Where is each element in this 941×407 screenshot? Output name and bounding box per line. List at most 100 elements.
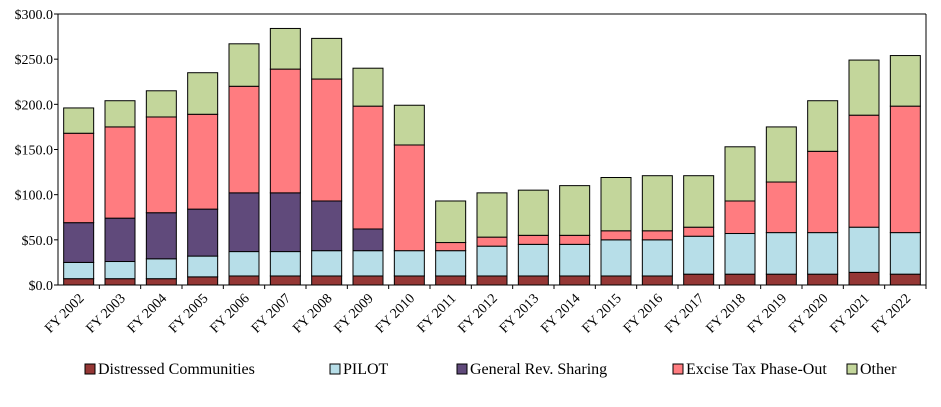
bar-segment	[476, 236, 508, 247]
x-tick-label: FY 2005	[166, 291, 211, 336]
x-tick-label: FY 2018	[704, 291, 749, 336]
legend-label: Distressed Communities	[98, 361, 255, 378]
bar-segment	[807, 150, 839, 234]
bar-segment	[683, 175, 715, 228]
bar-segment	[848, 271, 880, 286]
bar-segment	[683, 273, 715, 286]
bar-segment	[228, 275, 260, 286]
bar-segment	[724, 233, 756, 275]
bar-segment	[600, 275, 632, 286]
y-tick-label: $150.0	[15, 144, 54, 159]
x-tick-label: FY 2016	[621, 291, 666, 336]
x-tick-label: FY 2012	[456, 291, 501, 336]
bar-segment	[889, 55, 921, 107]
legend-swatch	[329, 363, 341, 375]
bar-segment	[104, 261, 136, 280]
y-tick-label: $0.0	[29, 279, 54, 294]
y-tick-label: $300.0	[15, 8, 54, 23]
bar-segment	[311, 275, 343, 286]
x-tick-label: FY 2013	[497, 291, 542, 336]
bar-segment	[476, 275, 508, 286]
x-tick-label: FY 2019	[745, 291, 790, 336]
legend-label: General Rev. Sharing	[470, 361, 607, 378]
y-tick-label: $50.0	[22, 234, 54, 249]
x-tick-label: FY 2009	[332, 291, 377, 336]
bar-segment	[724, 200, 756, 235]
bar-segment	[517, 243, 549, 277]
bar-segment	[807, 232, 839, 275]
bar-segment	[63, 107, 95, 134]
bar-segment	[435, 250, 467, 277]
bar-segment	[393, 104, 425, 146]
bar-segment	[435, 200, 467, 244]
y-tick-label: $250.0	[15, 53, 54, 68]
bar-segment	[145, 212, 177, 260]
bar-segment	[641, 275, 673, 286]
bar-segment	[269, 251, 301, 277]
bar-segment	[848, 59, 880, 116]
bar-segment	[311, 37, 343, 80]
bar-segment	[765, 126, 797, 183]
y-tick-label: $100.0	[15, 189, 54, 204]
bar-segment	[435, 242, 467, 252]
legend-swatch	[456, 363, 468, 375]
bar-segment	[848, 114, 880, 228]
bar-segment	[187, 72, 219, 115]
x-tick-label: FY 2011	[415, 291, 460, 336]
x-tick-label: FY 2020	[786, 291, 831, 336]
legend-swatch	[672, 363, 684, 375]
bar-segment	[559, 234, 591, 245]
bar-segment	[63, 261, 95, 280]
bar-segment	[269, 27, 301, 70]
bar-segment	[600, 177, 632, 232]
bar-segment	[765, 273, 797, 286]
bar-segment	[311, 78, 343, 202]
bar-segment	[104, 100, 136, 128]
bar-segment	[352, 250, 384, 277]
bar-segment	[517, 234, 549, 245]
x-tick-label: FY 2022	[869, 291, 914, 336]
bar-segment	[145, 278, 177, 286]
x-tick-label: FY 2007	[249, 291, 294, 336]
bar-segment	[311, 200, 343, 252]
bar-segment	[724, 146, 756, 202]
bar-segment	[641, 230, 673, 241]
bar-segment	[63, 132, 95, 224]
legend-label: PILOT	[343, 361, 389, 378]
x-tick-label: FY 2002	[42, 291, 87, 336]
bar-segment	[765, 181, 797, 234]
bar-segment	[311, 250, 343, 277]
legend-swatch	[84, 363, 96, 375]
bar-segment	[63, 222, 95, 263]
bar-segment	[476, 192, 508, 238]
bar-segment	[517, 275, 549, 286]
x-tick-label: FY 2003	[84, 291, 129, 336]
bar-segment	[765, 232, 797, 275]
bar-segment	[559, 275, 591, 286]
bar-segment	[352, 67, 384, 107]
bar-segment	[393, 144, 425, 252]
bar-segment	[393, 275, 425, 286]
legend-swatch	[846, 363, 858, 375]
bar-segment	[600, 230, 632, 241]
bar-segment	[187, 208, 219, 257]
y-tick-label: $200.0	[15, 98, 54, 113]
bar-segment	[145, 90, 177, 118]
bar-segment	[352, 105, 384, 230]
x-tick-label: FY 2021	[828, 291, 873, 336]
bar-segment	[352, 275, 384, 286]
bar-segment	[63, 278, 95, 286]
bar-segment	[187, 113, 219, 210]
bar-segment	[228, 85, 260, 194]
bar-segment	[807, 273, 839, 286]
bar-segment	[724, 273, 756, 286]
bar-segment	[228, 192, 260, 253]
bar-segment	[476, 245, 508, 277]
bar-segment	[641, 175, 673, 232]
bar-segment	[889, 273, 921, 286]
x-tick-label: FY 2004	[125, 291, 170, 336]
bar-segment	[683, 226, 715, 237]
bar-segment	[145, 258, 177, 280]
bar-segment	[228, 251, 260, 277]
